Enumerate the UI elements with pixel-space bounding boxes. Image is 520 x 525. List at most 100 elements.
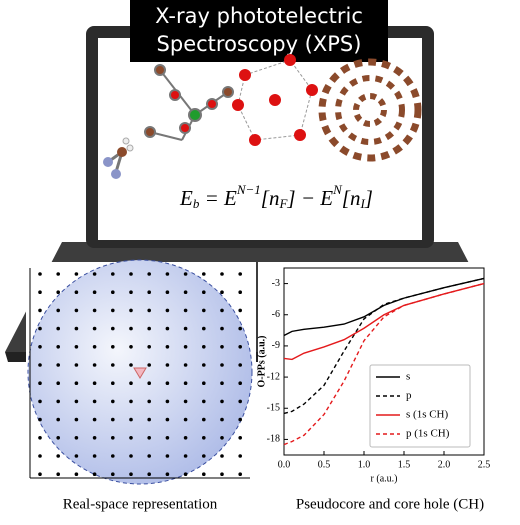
grid-point bbox=[111, 472, 115, 477]
grid-point bbox=[202, 472, 206, 477]
grid-point bbox=[238, 399, 242, 404]
grid-point bbox=[129, 399, 133, 404]
grid-point bbox=[92, 399, 97, 404]
grid-point bbox=[238, 326, 242, 331]
grid-point bbox=[74, 472, 79, 477]
grid-point bbox=[238, 345, 242, 349]
grid-point bbox=[56, 381, 60, 386]
grid-point bbox=[202, 381, 206, 386]
grid-point bbox=[220, 399, 224, 404]
grid-point bbox=[38, 472, 42, 477]
grid-point bbox=[238, 417, 242, 422]
grid-point bbox=[129, 345, 133, 349]
grid-point bbox=[238, 308, 242, 313]
grid-point bbox=[92, 272, 97, 276]
x-tick-label: 1.5 bbox=[398, 459, 411, 470]
grid-point bbox=[56, 290, 60, 295]
title-line: X-ray phototelectric bbox=[155, 4, 363, 28]
molecule-ether bbox=[144, 64, 234, 141]
grid-point bbox=[129, 272, 133, 276]
grid-point bbox=[38, 381, 42, 386]
grid-point bbox=[220, 417, 224, 422]
eq-part: ] − E bbox=[286, 186, 333, 210]
grid-point bbox=[147, 363, 151, 367]
series-line bbox=[283, 277, 485, 337]
grid-point bbox=[238, 436, 242, 440]
y-tick-label: -15 bbox=[267, 403, 280, 414]
grid-point bbox=[165, 345, 170, 349]
eq-part: ] bbox=[364, 186, 373, 210]
grid-point bbox=[220, 345, 224, 349]
grid-point bbox=[111, 417, 115, 422]
y-tick-label: -18 bbox=[267, 434, 280, 445]
grid-point bbox=[56, 272, 60, 276]
grid-point bbox=[129, 326, 133, 331]
grid-point bbox=[220, 472, 224, 477]
grid-point bbox=[165, 472, 170, 477]
grid-point bbox=[165, 436, 170, 440]
grid-point bbox=[183, 417, 188, 422]
grid-point bbox=[92, 436, 97, 440]
grid-point bbox=[111, 308, 115, 313]
legend-label: p bbox=[406, 390, 412, 402]
x-tick-label: 2.5 bbox=[478, 459, 491, 470]
grid-point bbox=[202, 326, 206, 331]
grid-point bbox=[38, 399, 42, 404]
title-line: Spectroscopy (XPS) bbox=[157, 32, 362, 56]
eq-part: [n bbox=[342, 186, 361, 210]
grid-point bbox=[74, 290, 79, 295]
grid-point bbox=[38, 345, 42, 349]
grid-point bbox=[183, 436, 188, 440]
grid-point bbox=[238, 290, 242, 295]
grid-point bbox=[111, 272, 115, 276]
grid-point bbox=[92, 290, 97, 295]
grid-point bbox=[38, 308, 42, 313]
grid-point bbox=[183, 472, 188, 477]
grid-point bbox=[147, 272, 151, 276]
x-tick-label: 1.0 bbox=[358, 459, 371, 470]
grid-point bbox=[38, 272, 42, 276]
grid-point bbox=[165, 399, 170, 404]
grid-point bbox=[165, 417, 170, 422]
grid-point bbox=[202, 417, 206, 422]
grid-point bbox=[147, 436, 151, 440]
grid-point bbox=[202, 290, 206, 295]
grid-point bbox=[74, 326, 79, 331]
molecule-water-cluster bbox=[232, 54, 318, 146]
grid-point bbox=[238, 363, 242, 367]
legend-box bbox=[369, 364, 471, 448]
grid-point bbox=[111, 399, 115, 404]
y-tick-label: -3 bbox=[272, 278, 280, 289]
grid-point bbox=[74, 454, 79, 458]
y-tick-label: -12 bbox=[267, 371, 280, 382]
x-tick-label: 0.0 bbox=[278, 459, 291, 470]
chart: 0.0 0.5 1.0 1.5 2.0 2.5 -18 -15 -12 -9 -6 -3 r (a.u.… bbox=[256, 267, 491, 484]
grid-point bbox=[111, 454, 115, 458]
grid-point bbox=[92, 472, 97, 477]
grid-point bbox=[202, 345, 206, 349]
grid-point bbox=[111, 436, 115, 440]
eq-part: E bbox=[179, 186, 193, 210]
grid-point bbox=[165, 363, 170, 367]
grid-point bbox=[165, 326, 170, 331]
series-line bbox=[283, 282, 485, 446]
grid-point bbox=[92, 363, 97, 367]
grid-point bbox=[56, 436, 60, 440]
real-space-grid bbox=[27, 259, 253, 485]
grid-point bbox=[238, 454, 242, 458]
grid-point bbox=[56, 363, 60, 367]
grid-point bbox=[202, 454, 206, 458]
legend-label: p (1s CH) bbox=[406, 428, 450, 440]
grid-point bbox=[38, 436, 42, 440]
caption: Real-space representation bbox=[63, 496, 218, 512]
grid-point bbox=[38, 326, 42, 331]
grid-point bbox=[92, 417, 97, 422]
grid-point bbox=[74, 436, 79, 440]
legend-label: s bbox=[406, 371, 410, 383]
grid-point bbox=[129, 472, 133, 477]
grid-point bbox=[147, 472, 151, 477]
grid-point bbox=[74, 345, 79, 349]
series-line bbox=[283, 277, 485, 415]
eq-part: [n bbox=[261, 186, 280, 210]
